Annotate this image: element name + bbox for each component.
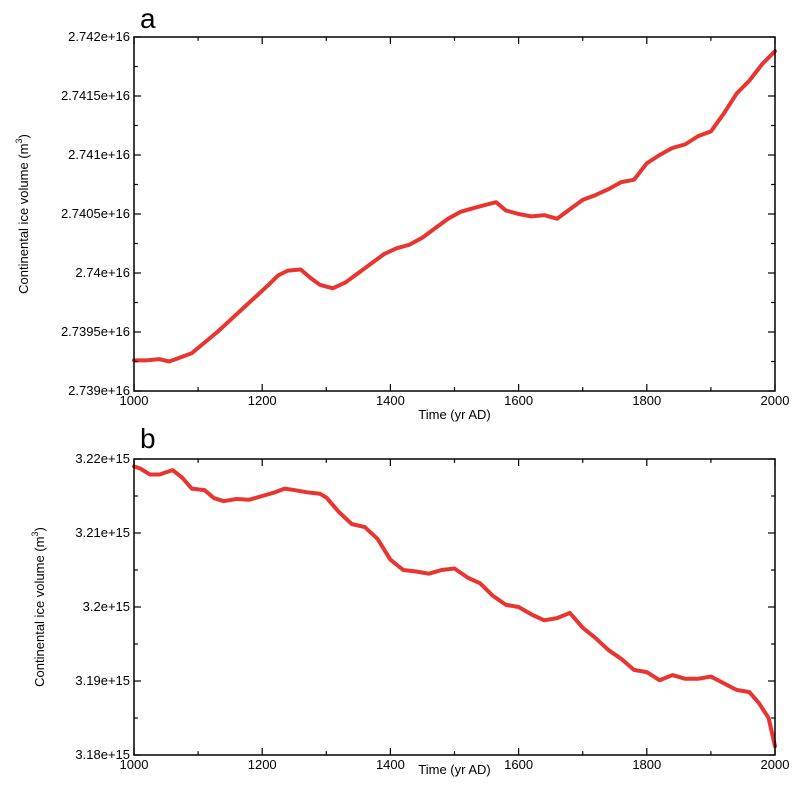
y-axis-title: Continental ice volume (m3) [14,134,31,294]
x-tick-label: 1200 [248,393,277,408]
panel-letter: b [140,423,156,454]
y-tick-label: 2.7405e+16 [61,206,130,221]
y-tick-label: 2.7415e+16 [61,88,130,103]
x-tick-label: 1200 [248,757,277,772]
y-tick-label: 2.7395e+16 [61,324,130,339]
x-tick-label: 1800 [632,757,661,772]
y-tick-label: 3.19e+15 [75,673,130,688]
y-tick-label: 3.2e+15 [83,599,130,614]
x-tick-label: 1400 [376,757,405,772]
series-line [134,51,775,361]
panel-b: 1000 1200 1400 1600 1800 20003.18e+153.19e+15… [30,423,789,777]
y-tick-label: 3.21e+15 [75,525,130,540]
y-tick-label: 2.739e+16 [68,383,130,398]
y-axis-title: Continental ice volume (m3) [30,527,47,687]
y-tick-label: 2.74e+16 [75,265,130,280]
x-tick-label: 2000 [761,393,790,408]
x-tick-label: 1400 [376,393,405,408]
x-axis-title: Time (yr AD) [418,407,490,422]
series-line [134,466,775,746]
panel-letter: a [140,3,156,34]
x-tick-label: 2000 [761,757,790,772]
x-tick-label: 1600 [504,393,533,408]
plot-frame [134,459,775,755]
panel-a: 1000 1200 1400 1600 1800 20002.739e+162.7395e… [14,3,789,422]
y-tick-label: 2.742e+16 [68,29,130,44]
y-tick-label: 2.741e+16 [68,147,130,162]
x-tick-label: 1800 [632,393,661,408]
x-axis-title: Time (yr AD) [418,762,490,777]
y-tick-label: 3.22e+15 [75,451,130,466]
x-tick-label: 1600 [504,757,533,772]
y-tick-label: 3.18e+15 [75,747,130,762]
